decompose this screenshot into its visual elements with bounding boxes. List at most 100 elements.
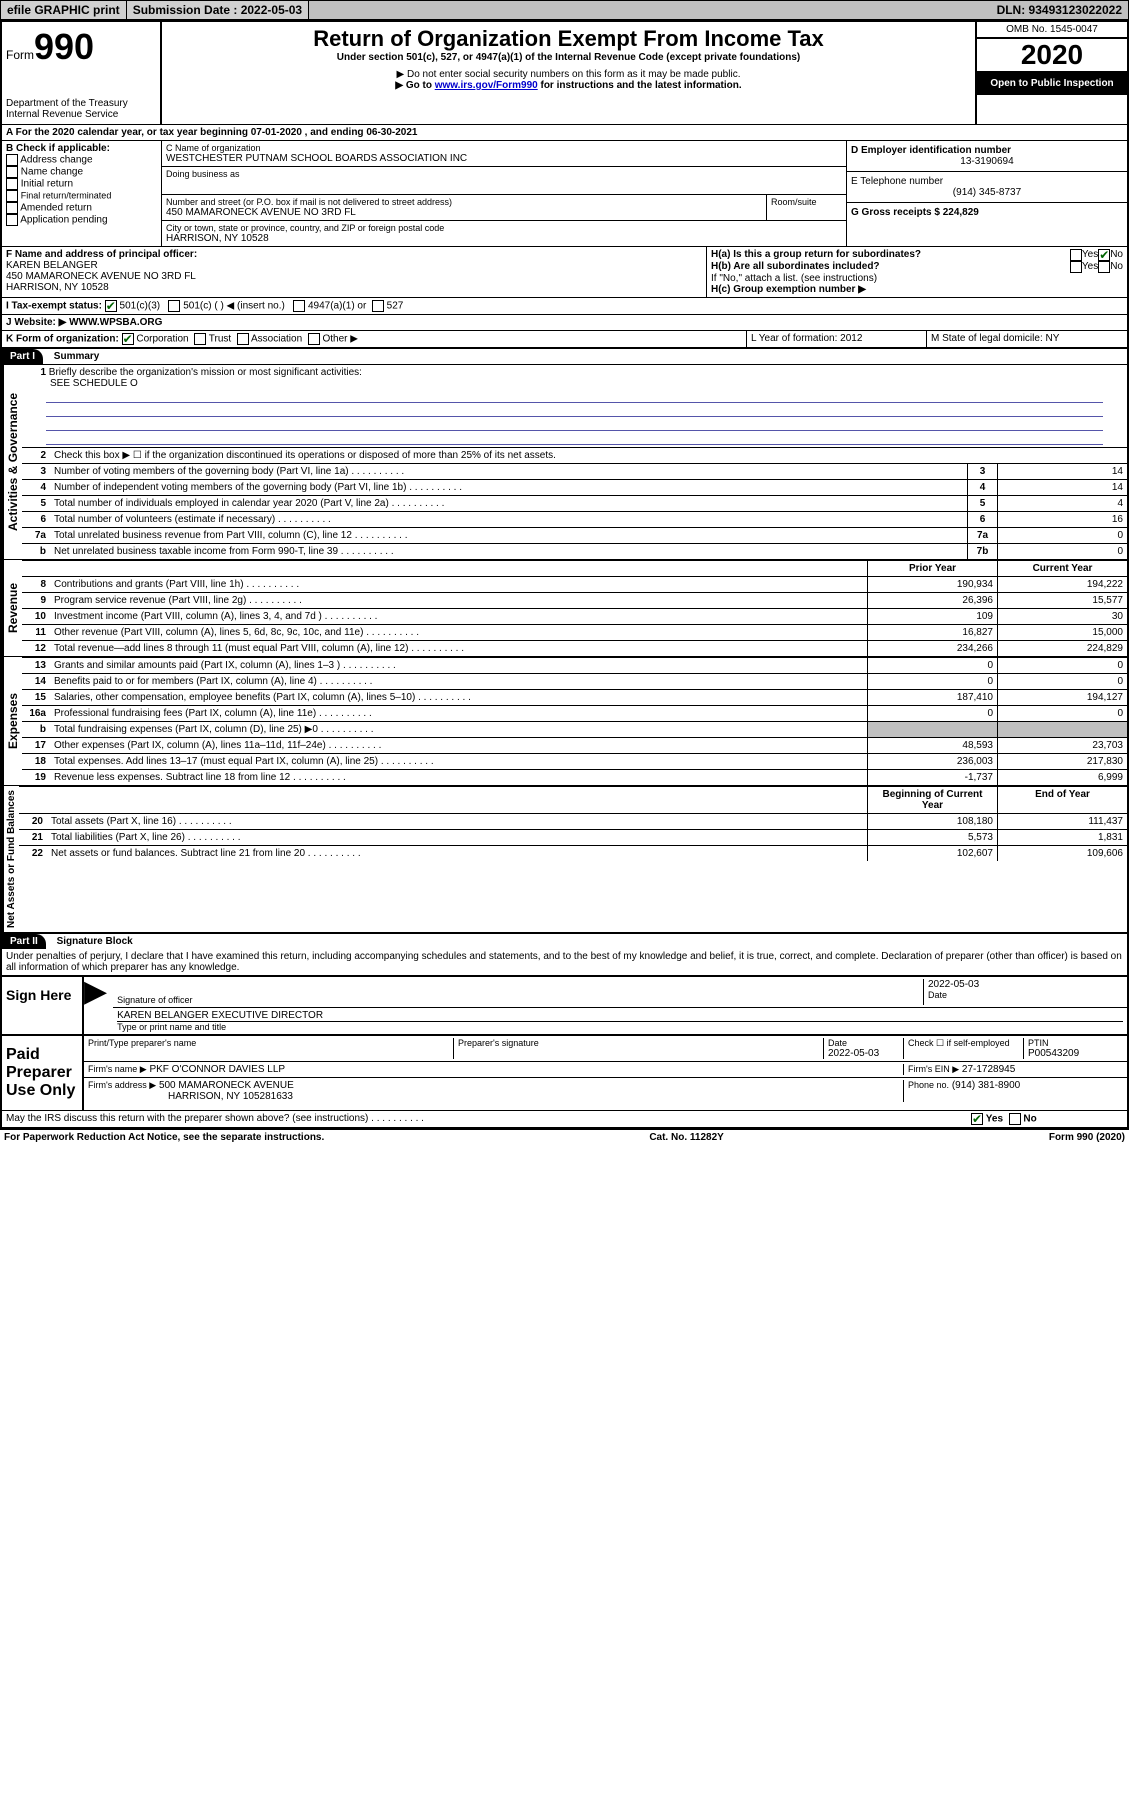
sum-val-prior: 5,573 <box>867 830 997 845</box>
note-goto: ▶ Go to www.irs.gov/Form990 for instruct… <box>170 80 967 91</box>
opt-4947: 4947(a)(1) or <box>308 301 366 312</box>
sum-desc: Investment income (Part VIII, column (A)… <box>50 609 867 624</box>
ptin-value: P00543209 <box>1028 1048 1123 1059</box>
chk-501c[interactable] <box>168 300 180 312</box>
ha-yes[interactable] <box>1070 249 1082 261</box>
sum-val-prior: 108,180 <box>867 814 997 829</box>
chk-final[interactable] <box>6 190 18 202</box>
sum-box: 7a <box>967 528 997 543</box>
irs-label: Internal Revenue Service <box>6 109 156 120</box>
sum-val-current: 217,830 <box>997 754 1127 769</box>
website-value: WWW.WPSBA.ORG <box>69 317 162 328</box>
city-label: City or town, state or province, country… <box>166 223 842 233</box>
firm-addr-label: Firm's address ▶ <box>88 1080 156 1090</box>
sum-val-prior: 26,396 <box>867 593 997 608</box>
sum-desc: Program service revenue (Part VIII, line… <box>50 593 867 608</box>
discuss-text: May the IRS discuss this return with the… <box>6 1113 424 1124</box>
goto-pre: ▶ Go to <box>395 80 434 91</box>
sum-val: 14 <box>997 480 1127 495</box>
line2-desc: Check this box ▶ ☐ if the organization d… <box>50 448 1127 463</box>
sum-val-current: 0 <box>997 658 1127 673</box>
hb-yes[interactable] <box>1070 261 1082 273</box>
discuss-yes[interactable] <box>971 1113 983 1125</box>
part1-title: Summary <box>46 351 100 362</box>
line1-value: SEE SCHEDULE O <box>26 378 138 389</box>
sum-box: 6 <box>967 512 997 527</box>
chk-assoc[interactable] <box>237 333 249 345</box>
sum-val-grey <box>997 722 1127 737</box>
sum-val: 14 <box>997 464 1127 479</box>
sign-here-label: Sign Here <box>2 977 82 1034</box>
type-label: Type or print name and title <box>117 1022 1123 1032</box>
form-label: Form <box>6 48 34 62</box>
chk-4947[interactable] <box>293 300 305 312</box>
officer-name: KAREN BELANGER <box>6 260 702 271</box>
side-expenses: Expenses <box>2 657 22 785</box>
chk-name-change[interactable] <box>6 166 18 178</box>
chk-amended[interactable] <box>6 202 18 214</box>
opt-final: Final return/terminated <box>21 191 112 201</box>
sum-val-prior: 109 <box>867 609 997 624</box>
sum-val-current: 194,222 <box>997 577 1127 592</box>
discuss-no[interactable] <box>1009 1113 1021 1125</box>
firm-name-label: Firm's name ▶ <box>88 1064 147 1074</box>
sum-val-prior: 190,934 <box>867 577 997 592</box>
sum-val-current: 194,127 <box>997 690 1127 705</box>
sum-desc: Net assets or fund balances. Subtract li… <box>47 846 867 861</box>
opt-amended: Amended return <box>20 203 92 214</box>
chk-initial[interactable] <box>6 178 18 190</box>
efile-button[interactable]: efile GRAPHIC print <box>1 1 127 19</box>
topbar: efile GRAPHIC print Submission Date : 20… <box>0 0 1129 20</box>
note-ssn: ▶ Do not enter social security numbers o… <box>170 69 967 80</box>
chk-trust[interactable] <box>194 333 206 345</box>
d-label: D Employer identification number <box>851 145 1123 156</box>
chk-corp[interactable] <box>122 333 134 345</box>
addr-value: 450 MAMARONECK AVENUE NO 3RD FL <box>166 207 762 218</box>
chk-pending[interactable] <box>6 214 18 226</box>
sum-val-current: 1,831 <box>997 830 1127 845</box>
sum-val: 0 <box>997 528 1127 543</box>
chk-501c3[interactable] <box>105 300 117 312</box>
sig-officer-label: Signature of officer <box>117 995 923 1005</box>
form-header: Form990 Department of the Treasury Inter… <box>2 22 1127 124</box>
opt-addr: Address change <box>20 155 92 166</box>
firm-ein: 27-1728945 <box>962 1064 1015 1075</box>
sum-val-current: 15,000 <box>997 625 1127 640</box>
k-label: K Form of organization: <box>6 334 119 345</box>
hc-label: H(c) Group exemption number ▶ <box>711 284 1123 295</box>
sig-date-label: Date <box>928 990 1123 1000</box>
m-state: M State of legal domicile: NY <box>927 331 1127 347</box>
chk-527[interactable] <box>372 300 384 312</box>
sum-val-prior: 236,003 <box>867 754 997 769</box>
sum-val-current: 0 <box>997 706 1127 721</box>
side-governance: Activities & Governance <box>2 365 22 559</box>
dba-label: Doing business as <box>166 169 842 179</box>
sum-val-prior: 102,607 <box>867 846 997 861</box>
ha-no[interactable] <box>1098 249 1110 261</box>
self-emp-hdr: Check ☐ if self-employed <box>903 1038 1023 1059</box>
opt-501c: 501(c) ( ) ◀ (insert no.) <box>183 301 285 312</box>
sum-box: 3 <box>967 464 997 479</box>
omb-number: OMB No. 1545-0047 <box>977 22 1127 38</box>
sum-val-current: 6,999 <box>997 770 1127 785</box>
form990-link[interactable]: www.irs.gov/Form990 <box>435 80 538 91</box>
phone-value: (914) 345-8737 <box>851 187 1123 198</box>
chk-address-change[interactable] <box>6 154 18 166</box>
hb-note: If "No," attach a list. (see instruction… <box>711 273 1123 284</box>
sum-desc: Total number of individuals employed in … <box>50 496 967 511</box>
sum-desc: Benefits paid to or for members (Part IX… <box>50 674 867 689</box>
sum-val: 0 <box>997 544 1127 559</box>
hb-no[interactable] <box>1098 261 1110 273</box>
opt-other: Other ▶ <box>322 334 357 345</box>
chk-other[interactable] <box>308 333 320 345</box>
prep-name-hdr: Print/Type preparer's name <box>88 1038 453 1059</box>
sum-val-current: 111,437 <box>997 814 1127 829</box>
prep-sig-hdr: Preparer's signature <box>453 1038 823 1059</box>
footer-right: Form 990 (2020) <box>1049 1132 1125 1143</box>
city-value: HARRISON, NY 10528 <box>166 233 842 244</box>
sum-desc: Total expenses. Add lines 13–17 (must eq… <box>50 754 867 769</box>
yes-label2: Yes <box>1082 261 1098 273</box>
officer-addr2: HARRISON, NY 10528 <box>6 282 702 293</box>
sum-desc: Professional fundraising fees (Part IX, … <box>50 706 867 721</box>
firm-name: PKF O'CONNOR DAVIES LLP <box>149 1064 285 1075</box>
